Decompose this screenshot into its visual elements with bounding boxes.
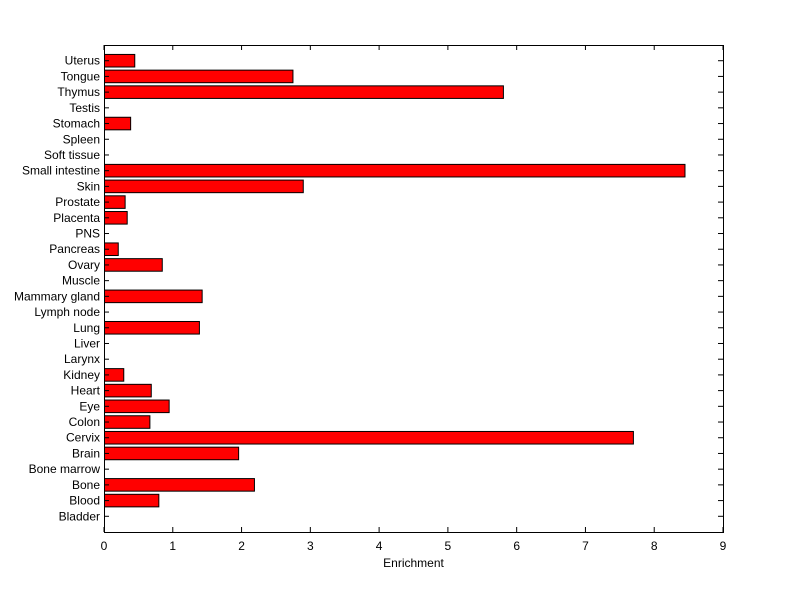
- y-tick-label: Uterus: [65, 54, 100, 68]
- bar-bone: [104, 478, 255, 492]
- x-axis-label: Enrichment: [383, 556, 444, 570]
- bar-uterus: [104, 53, 136, 68]
- bar-brain: [104, 446, 240, 461]
- x-tick-label: 6: [513, 539, 520, 553]
- y-tick-label: Bone: [72, 478, 100, 492]
- y-tick-label: Blood: [69, 494, 100, 508]
- bar-ovary: [104, 258, 163, 272]
- y-tick-label: Tongue: [61, 69, 101, 83]
- plot-area-border: [104, 45, 724, 533]
- bar-lung: [104, 320, 200, 335]
- y-tick-label: PNS: [75, 227, 100, 241]
- bar-thymus: [104, 85, 504, 99]
- x-tick-label: 5: [445, 539, 452, 553]
- y-tick-label: Ovary: [68, 258, 100, 272]
- bar-cervix: [104, 430, 634, 445]
- y-tick-label: Lymph node: [34, 305, 100, 319]
- x-tick-label: 0: [101, 539, 108, 553]
- bar-heart: [104, 383, 152, 398]
- y-tick-label: Colon: [69, 415, 100, 429]
- bars-group: [104, 53, 686, 508]
- y-tick-label: Liver: [74, 336, 100, 350]
- bar-skin: [104, 179, 304, 194]
- bar-colon: [104, 415, 151, 429]
- y-tick-label: Thymus: [57, 85, 100, 99]
- y-tick-label: Pancreas: [49, 242, 100, 256]
- y-tick-label: Small intestine: [22, 164, 100, 178]
- bar-tongue: [104, 69, 294, 84]
- y-tick-label: Skin: [77, 179, 100, 193]
- y-tick-label: Heart: [71, 384, 101, 398]
- x-tick-label: 2: [238, 539, 245, 553]
- y-tick-label: Prostate: [55, 195, 100, 209]
- y-tick-label: Muscle: [62, 274, 100, 288]
- y-tick-label: Bladder: [59, 509, 100, 523]
- bar-eye: [104, 399, 170, 414]
- y-tick-label: Soft tissue: [44, 148, 100, 162]
- x-tick-label: 3: [307, 539, 314, 553]
- x-tick-label: 8: [651, 539, 658, 553]
- y-tick-label: Stomach: [53, 117, 100, 131]
- bar-mammary-gland: [104, 289, 203, 304]
- y-tick-label: Bone marrow: [29, 462, 101, 476]
- y-tick-label: Spleen: [63, 132, 100, 146]
- x-tick-label: 7: [582, 539, 589, 553]
- y-tick-label: Larynx: [64, 352, 100, 366]
- bar-blood: [104, 493, 160, 508]
- y-tick-label: Cervix: [66, 431, 100, 445]
- y-tick-label: Testis: [69, 101, 100, 115]
- y-tick-label: Kidney: [63, 368, 100, 382]
- y-tick-label: Lung: [73, 321, 100, 335]
- y-tick-label: Mammary gland: [14, 289, 100, 303]
- y-tick-label: Placenta: [53, 211, 100, 225]
- y-tick-label: Eye: [79, 399, 100, 413]
- y-tick-label: Brain: [72, 446, 100, 460]
- bar-small-intestine: [104, 163, 686, 178]
- x-tick-label: 4: [376, 539, 383, 553]
- x-tick-label: 9: [720, 539, 727, 553]
- x-tick-label: 1: [169, 539, 176, 553]
